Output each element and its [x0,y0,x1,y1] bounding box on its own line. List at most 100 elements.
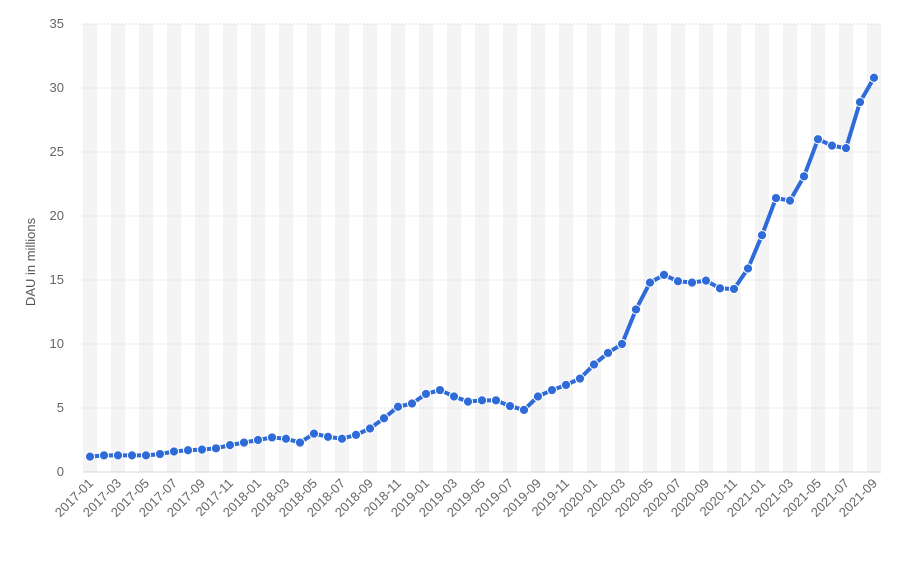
data-point [154,448,166,460]
data-point [700,275,712,286]
data-point [182,445,194,456]
y-tick-label: 15 [50,272,64,287]
column-band [139,24,153,472]
data-point [672,276,684,287]
data-point [294,437,306,448]
column-band [251,24,265,472]
column-band [643,24,657,472]
data-point [238,437,250,448]
data-point [434,384,446,396]
data-point [350,429,362,440]
gridlines [83,23,881,473]
data-point [364,423,376,434]
data-point [280,433,292,444]
data-point [448,391,460,402]
data-points [84,72,880,462]
data-point [826,140,838,151]
data-point [602,347,614,359]
data-point [504,400,516,412]
data-point [140,450,152,461]
data-point [420,388,432,400]
data-point [378,413,390,424]
column-band [727,24,741,472]
data-point [322,431,334,442]
column-band [83,24,97,472]
column-band [755,24,769,472]
column-band [811,24,825,472]
data-point [126,450,138,461]
column-band [279,24,293,472]
data-point [714,283,726,294]
column-band [447,24,461,472]
data-point [574,373,586,384]
data-point [308,428,320,439]
data-point [462,396,474,407]
data-point [112,450,124,461]
y-axis-label: DAU in millions [23,217,38,306]
data-point [252,434,264,446]
column-band [783,24,797,472]
column-band [307,24,321,472]
y-tick-label: 25 [50,144,64,159]
column-band [195,24,209,472]
data-point [546,384,558,396]
column-band [167,24,181,472]
y-tick-label: 5 [57,400,64,415]
data-point [406,398,418,409]
column-band [615,24,629,472]
data-point [560,379,572,391]
data-point [98,450,110,461]
column-band [867,24,881,472]
column-band [391,24,405,472]
column-band [223,24,237,472]
data-point [770,192,782,204]
column-band [503,24,517,472]
data-point [756,230,768,241]
y-tick-label: 35 [50,16,64,31]
data-point [84,451,96,462]
data-point [630,304,642,315]
data-point [532,391,544,402]
column-band [335,24,349,472]
data-point [168,446,180,457]
y-tick-label: 30 [50,80,64,95]
data-point [658,269,670,280]
column-band [475,24,489,472]
data-point [854,96,866,108]
data-point [840,143,852,154]
column-band [363,24,377,472]
y-tick-label: 20 [50,208,64,223]
x-axis-ticks: 2017-012017-032017-052017-072017-092017-… [52,476,880,520]
data-point [336,433,348,444]
column-band [531,24,545,472]
data-point [210,443,222,454]
alternating-bands [83,24,881,472]
data-point [266,432,278,443]
column-band [699,24,713,472]
data-point [644,277,656,288]
data-point [784,195,796,206]
column-band [587,24,601,472]
column-band [671,24,685,472]
data-point [616,338,628,350]
data-point [686,277,698,288]
data-point [518,404,530,416]
column-band [419,24,433,472]
data-point [742,263,754,274]
y-tick-label: 10 [50,336,64,351]
data-point [224,440,236,451]
column-band [839,24,853,472]
data-point [588,359,600,370]
data-point [196,444,208,455]
data-point [868,72,880,83]
data-point [798,171,810,182]
y-axis-ticks: 0 5 10 15 20 25 30 35 [50,16,64,479]
data-point [728,283,740,295]
column-band [559,24,573,472]
y-tick-label: 0 [57,464,64,479]
data-point [490,395,502,406]
data-point [812,134,824,145]
data-point [476,395,488,406]
data-point [392,401,404,412]
